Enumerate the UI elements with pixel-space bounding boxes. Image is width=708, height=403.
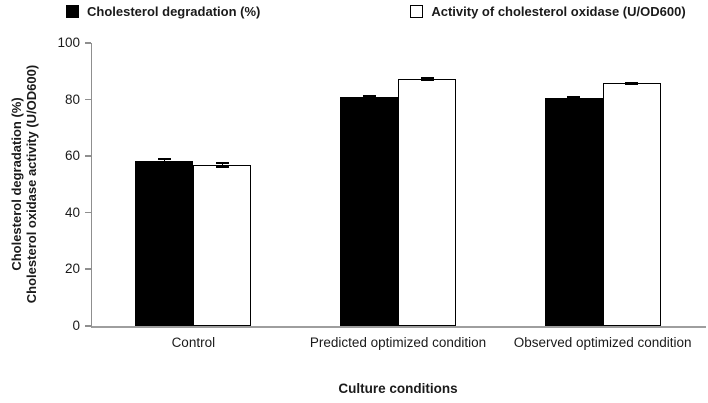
plot-area bbox=[91, 43, 706, 328]
error-bar bbox=[362, 95, 376, 100]
error-bar-cap-top bbox=[215, 162, 229, 165]
error-bar-line bbox=[221, 162, 224, 168]
error-bar-cap-bottom bbox=[157, 162, 171, 165]
error-bar bbox=[215, 162, 229, 168]
error-bar-cap-bottom bbox=[215, 165, 229, 168]
error-bar-cap-top bbox=[567, 96, 581, 99]
y-tick-mark bbox=[85, 325, 91, 327]
y-tick-mark bbox=[85, 98, 91, 101]
x-category-label: Predicted optimized condition bbox=[309, 335, 487, 350]
bar-degradation-1 bbox=[135, 161, 194, 326]
y-axis-title: Cholesterol degradation (%) Cholesterol … bbox=[9, 65, 39, 303]
y-axis-title-line2: Cholesterol oxidase activity (U/OD600) bbox=[24, 64, 39, 304]
error-bar bbox=[625, 81, 639, 85]
error-bar-cap-bottom bbox=[567, 98, 581, 101]
error-bar bbox=[567, 96, 581, 101]
error-bar bbox=[157, 158, 171, 165]
y-tick-label: 40 bbox=[64, 204, 80, 220]
error-bar-cap-top bbox=[420, 77, 434, 80]
legend-item-oxidase-activity: Activity of cholesterol oxidase (U/OD600… bbox=[410, 4, 686, 19]
y-tick-label: 60 bbox=[64, 148, 80, 164]
y-tick-mark bbox=[85, 42, 91, 44]
error-bar bbox=[420, 77, 434, 82]
error-bar-cap-bottom bbox=[362, 97, 376, 100]
chart-legend: Cholesterol degradation (%) Activity of … bbox=[66, 4, 686, 19]
error-bar-cap-bottom bbox=[625, 82, 639, 85]
legend-swatch-filled-icon bbox=[66, 5, 79, 18]
bar-oxidase-3 bbox=[602, 83, 661, 326]
legend-swatch-open-icon bbox=[410, 5, 424, 18]
error-bar-cap-top bbox=[157, 158, 171, 161]
legend-item-degradation: Cholesterol degradation (%) bbox=[66, 4, 260, 19]
bar-degradation-3 bbox=[544, 98, 603, 326]
y-tick-mark bbox=[85, 155, 91, 157]
legend-label-oxidase-activity: Activity of cholesterol oxidase (U/OD600… bbox=[431, 4, 686, 19]
y-tick-mark bbox=[85, 268, 91, 270]
y-tick-label: 100 bbox=[57, 35, 80, 50]
y-tick-label: 0 bbox=[72, 318, 80, 333]
bar-degradation-2 bbox=[340, 97, 398, 326]
y-tick-label: 20 bbox=[64, 261, 80, 277]
y-tick-label: 80 bbox=[64, 91, 80, 107]
y-axis-title-line1: Cholesterol degradation (%) bbox=[9, 97, 24, 271]
bar-oxidase-1 bbox=[193, 164, 252, 326]
legend-label-degradation: Cholesterol degradation (%) bbox=[87, 4, 261, 19]
x-category-label: Observed optimized condition bbox=[513, 335, 692, 350]
x-axis-title: Culture conditions bbox=[338, 381, 458, 396]
error-bar-cap-top bbox=[362, 95, 376, 98]
y-tick-mark bbox=[85, 211, 91, 214]
error-bar-line bbox=[163, 158, 166, 165]
bar-oxidase-2 bbox=[398, 79, 456, 326]
error-bar-cap-bottom bbox=[420, 79, 434, 82]
x-category-label: Control bbox=[171, 335, 216, 350]
